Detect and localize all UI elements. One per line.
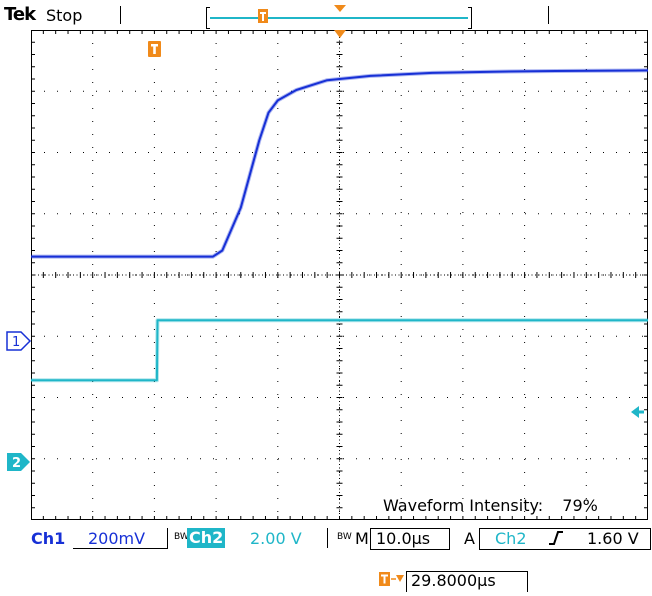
waveform-intensity-label: Waveform Intensity: <box>383 496 543 515</box>
trigger-time-marker-icon <box>334 30 346 39</box>
ch1-ground-marker[interactable]: 1 <box>6 331 32 351</box>
timebase-value[interactable]: 10.0µs <box>376 529 430 548</box>
graticule <box>31 30 648 520</box>
status-bar: Ch1 200mV BW Ch2 2.00 V BW M 10.0µs A Ch… <box>0 528 652 550</box>
ch2-scale[interactable]: 2.00 V <box>250 529 302 548</box>
ch1-scale[interactable]: 200mV <box>88 529 145 548</box>
svg-text:1: 1 <box>12 335 20 350</box>
ch2-ground-marker[interactable]: 2 <box>6 452 32 472</box>
trigger-marker-icon <box>148 41 161 57</box>
trigger-level-arrow-icon <box>631 405 645 419</box>
waveform-intensity-value: 79% <box>562 496 598 515</box>
trigger-source[interactable]: Ch2 <box>495 529 527 548</box>
waveform-display <box>31 30 648 520</box>
trigger-offset-icon <box>379 572 405 586</box>
scope-header: Tek Stop <box>0 0 652 28</box>
trigger-level[interactable]: 1.60 V <box>587 529 639 548</box>
ch2-label[interactable]: Ch2 <box>187 528 225 548</box>
trigger-position-arrow-icon <box>334 5 346 13</box>
acquisition-state: Stop <box>46 6 82 25</box>
trigger-mode: A <box>464 529 475 548</box>
ch2-bandwidth-limit-icon: BW <box>337 532 352 542</box>
header-divider-right <box>548 6 549 24</box>
timebase-label: M <box>355 529 369 548</box>
record-line <box>210 17 468 19</box>
header-divider <box>120 6 121 24</box>
ch1-label[interactable]: Ch1 <box>31 529 65 548</box>
waveform-intensity-readout[interactable]: Waveform Intensity: 79% <box>383 496 598 515</box>
svg-text:2: 2 <box>12 456 21 471</box>
record-trigger-icon <box>258 9 268 23</box>
brand-logo: Tek <box>4 4 35 25</box>
rising-edge-icon <box>548 528 564 548</box>
trigger-position-value[interactable]: 29.8000µs <box>411 571 496 590</box>
record-right-bracket <box>468 7 472 29</box>
